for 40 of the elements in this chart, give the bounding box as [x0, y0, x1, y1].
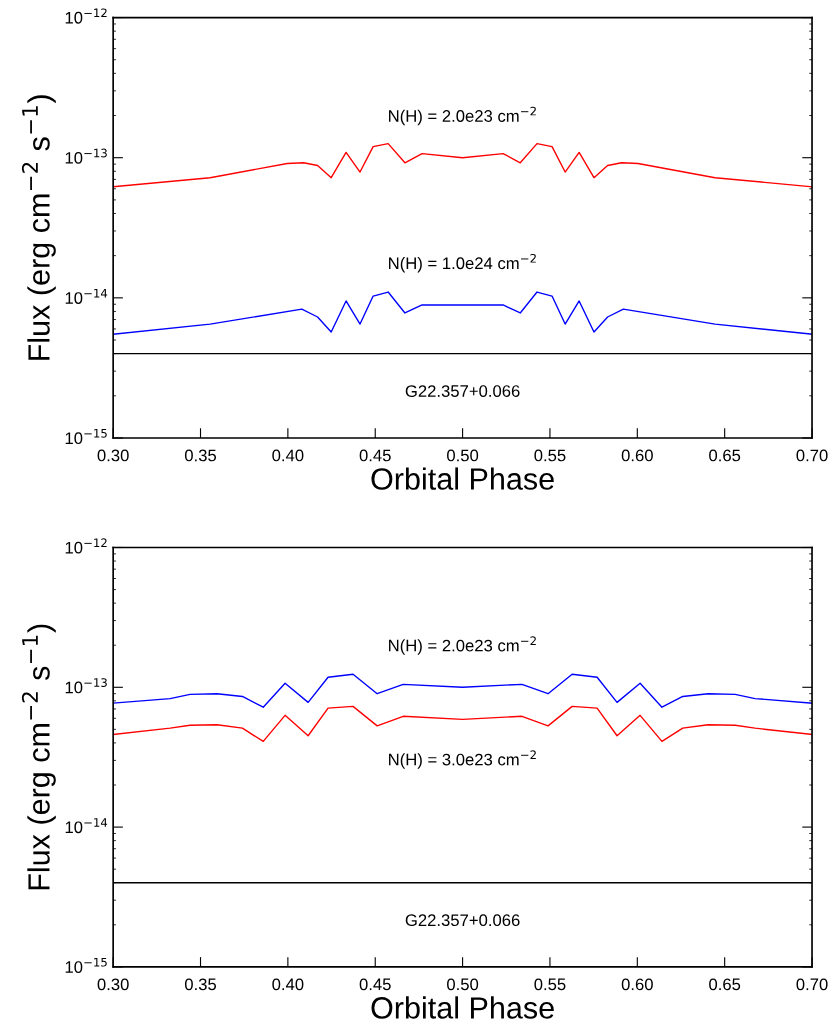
x-tick-label: 0.50 [447, 978, 479, 991]
x-axis-title: Orbital Phase [371, 467, 554, 490]
series-label: N(H) = 1.0e24 cm$^{−2}$ [389, 253, 536, 273]
x-tick-label: 0.35 [184, 449, 217, 462]
ref-line-label: G22.357+0.066 [405, 385, 520, 397]
x-tick-label: 0.30 [97, 978, 129, 991]
x-tick-label: 0.70 [796, 978, 828, 991]
y-tick-label: 10$^{−14}$ [65, 818, 108, 834]
x-tick-label: 0.50 [447, 449, 479, 462]
x-axis-title: Orbital Phase [371, 996, 554, 1019]
y-tick-label: 10$^{−12}$ [65, 8, 107, 24]
y-tick-label: 10$^{−12}$ [65, 538, 107, 554]
y-tick-label: 10$^{−14}$ [65, 288, 108, 304]
x-tick-label: 0.65 [709, 978, 741, 991]
series-label: N(H) = 2.0e23 cm$^{−2}$ [389, 636, 536, 655]
y-tick-label: 10$^{−15}$ [65, 957, 107, 973]
ref-line-label: G22.357+0.066 [405, 914, 520, 927]
x-tick-label: 0.30 [97, 449, 129, 462]
y-axis-title: Flux (erg cm$^{−2}$ s$^{−1}$) [21, 95, 56, 360]
line-series [113, 705, 813, 743]
line-series [113, 673, 813, 708]
x-tick-label: 0.45 [359, 978, 391, 991]
x-tick-label: 0.60 [621, 449, 653, 462]
x-tick-label: 0.35 [184, 978, 217, 991]
x-tick-label: 0.40 [272, 978, 304, 991]
y-tick-label: 10$^{−15}$ [65, 429, 107, 445]
line-series [113, 291, 813, 335]
x-tick-label: 0.60 [621, 978, 653, 991]
x-tick-label: 0.55 [534, 449, 566, 462]
x-tick-label: 0.45 [359, 449, 391, 462]
y-axis-title: Flux (erg cm$^{−2}$ s$^{−1}$) [21, 624, 56, 890]
series-label: N(H) = 2.0e23 cm$^{−2}$ [389, 106, 536, 126]
line-series [113, 142, 813, 188]
x-tick-label: 0.40 [272, 449, 304, 462]
series-label: N(H) = 3.0e23 cm$^{−2}$ [389, 750, 536, 769]
x-tick-label: 0.65 [709, 449, 741, 462]
y-tick-label: 10$^{−13}$ [65, 148, 107, 164]
x-tick-label: 0.55 [534, 978, 566, 991]
x-tick-label: 0.70 [796, 449, 828, 462]
y-tick-label: 10$^{−13}$ [65, 678, 107, 694]
